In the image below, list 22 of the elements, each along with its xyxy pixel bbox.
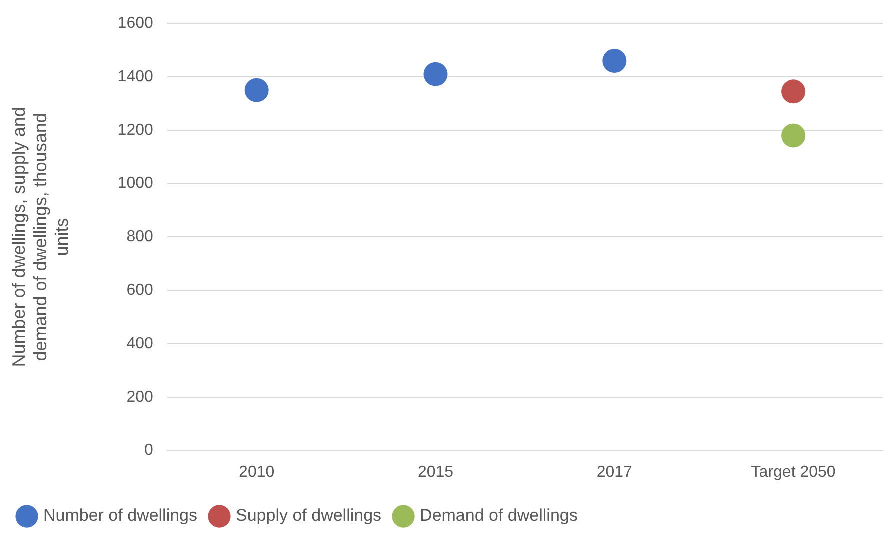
point	[602, 48, 627, 73]
x-tick-label: 2010	[239, 464, 275, 481]
legend-label: Supply of dwellings	[236, 506, 382, 526]
y-tick-label: 1200	[118, 122, 154, 139]
y-tick-label: 1400	[118, 68, 154, 86]
y-tick-label: 0	[144, 442, 154, 460]
x-tick-label: 2015	[418, 464, 454, 481]
x-tick-label: 2017	[596, 464, 633, 481]
legend-label: Number of dwellings	[44, 506, 198, 526]
y-tick-label: 200	[126, 388, 154, 406]
y-tick-label: 400	[126, 335, 154, 352]
legend-label: Demand of dwellings	[420, 506, 578, 526]
point	[424, 62, 448, 86]
point	[244, 78, 269, 102]
x-tick-label: Target 2050	[751, 464, 836, 481]
y-tick-label: 1600	[118, 15, 154, 32]
point	[782, 80, 806, 104]
y-tick-label: 600	[126, 282, 154, 300]
y-axis-title: Number of dwellings, supply and demand of dwellings, thousand units	[8, 107, 72, 368]
y-tick-label: 800	[126, 228, 154, 246]
y-tick-label: 1000	[118, 175, 154, 192]
point	[782, 124, 806, 148]
